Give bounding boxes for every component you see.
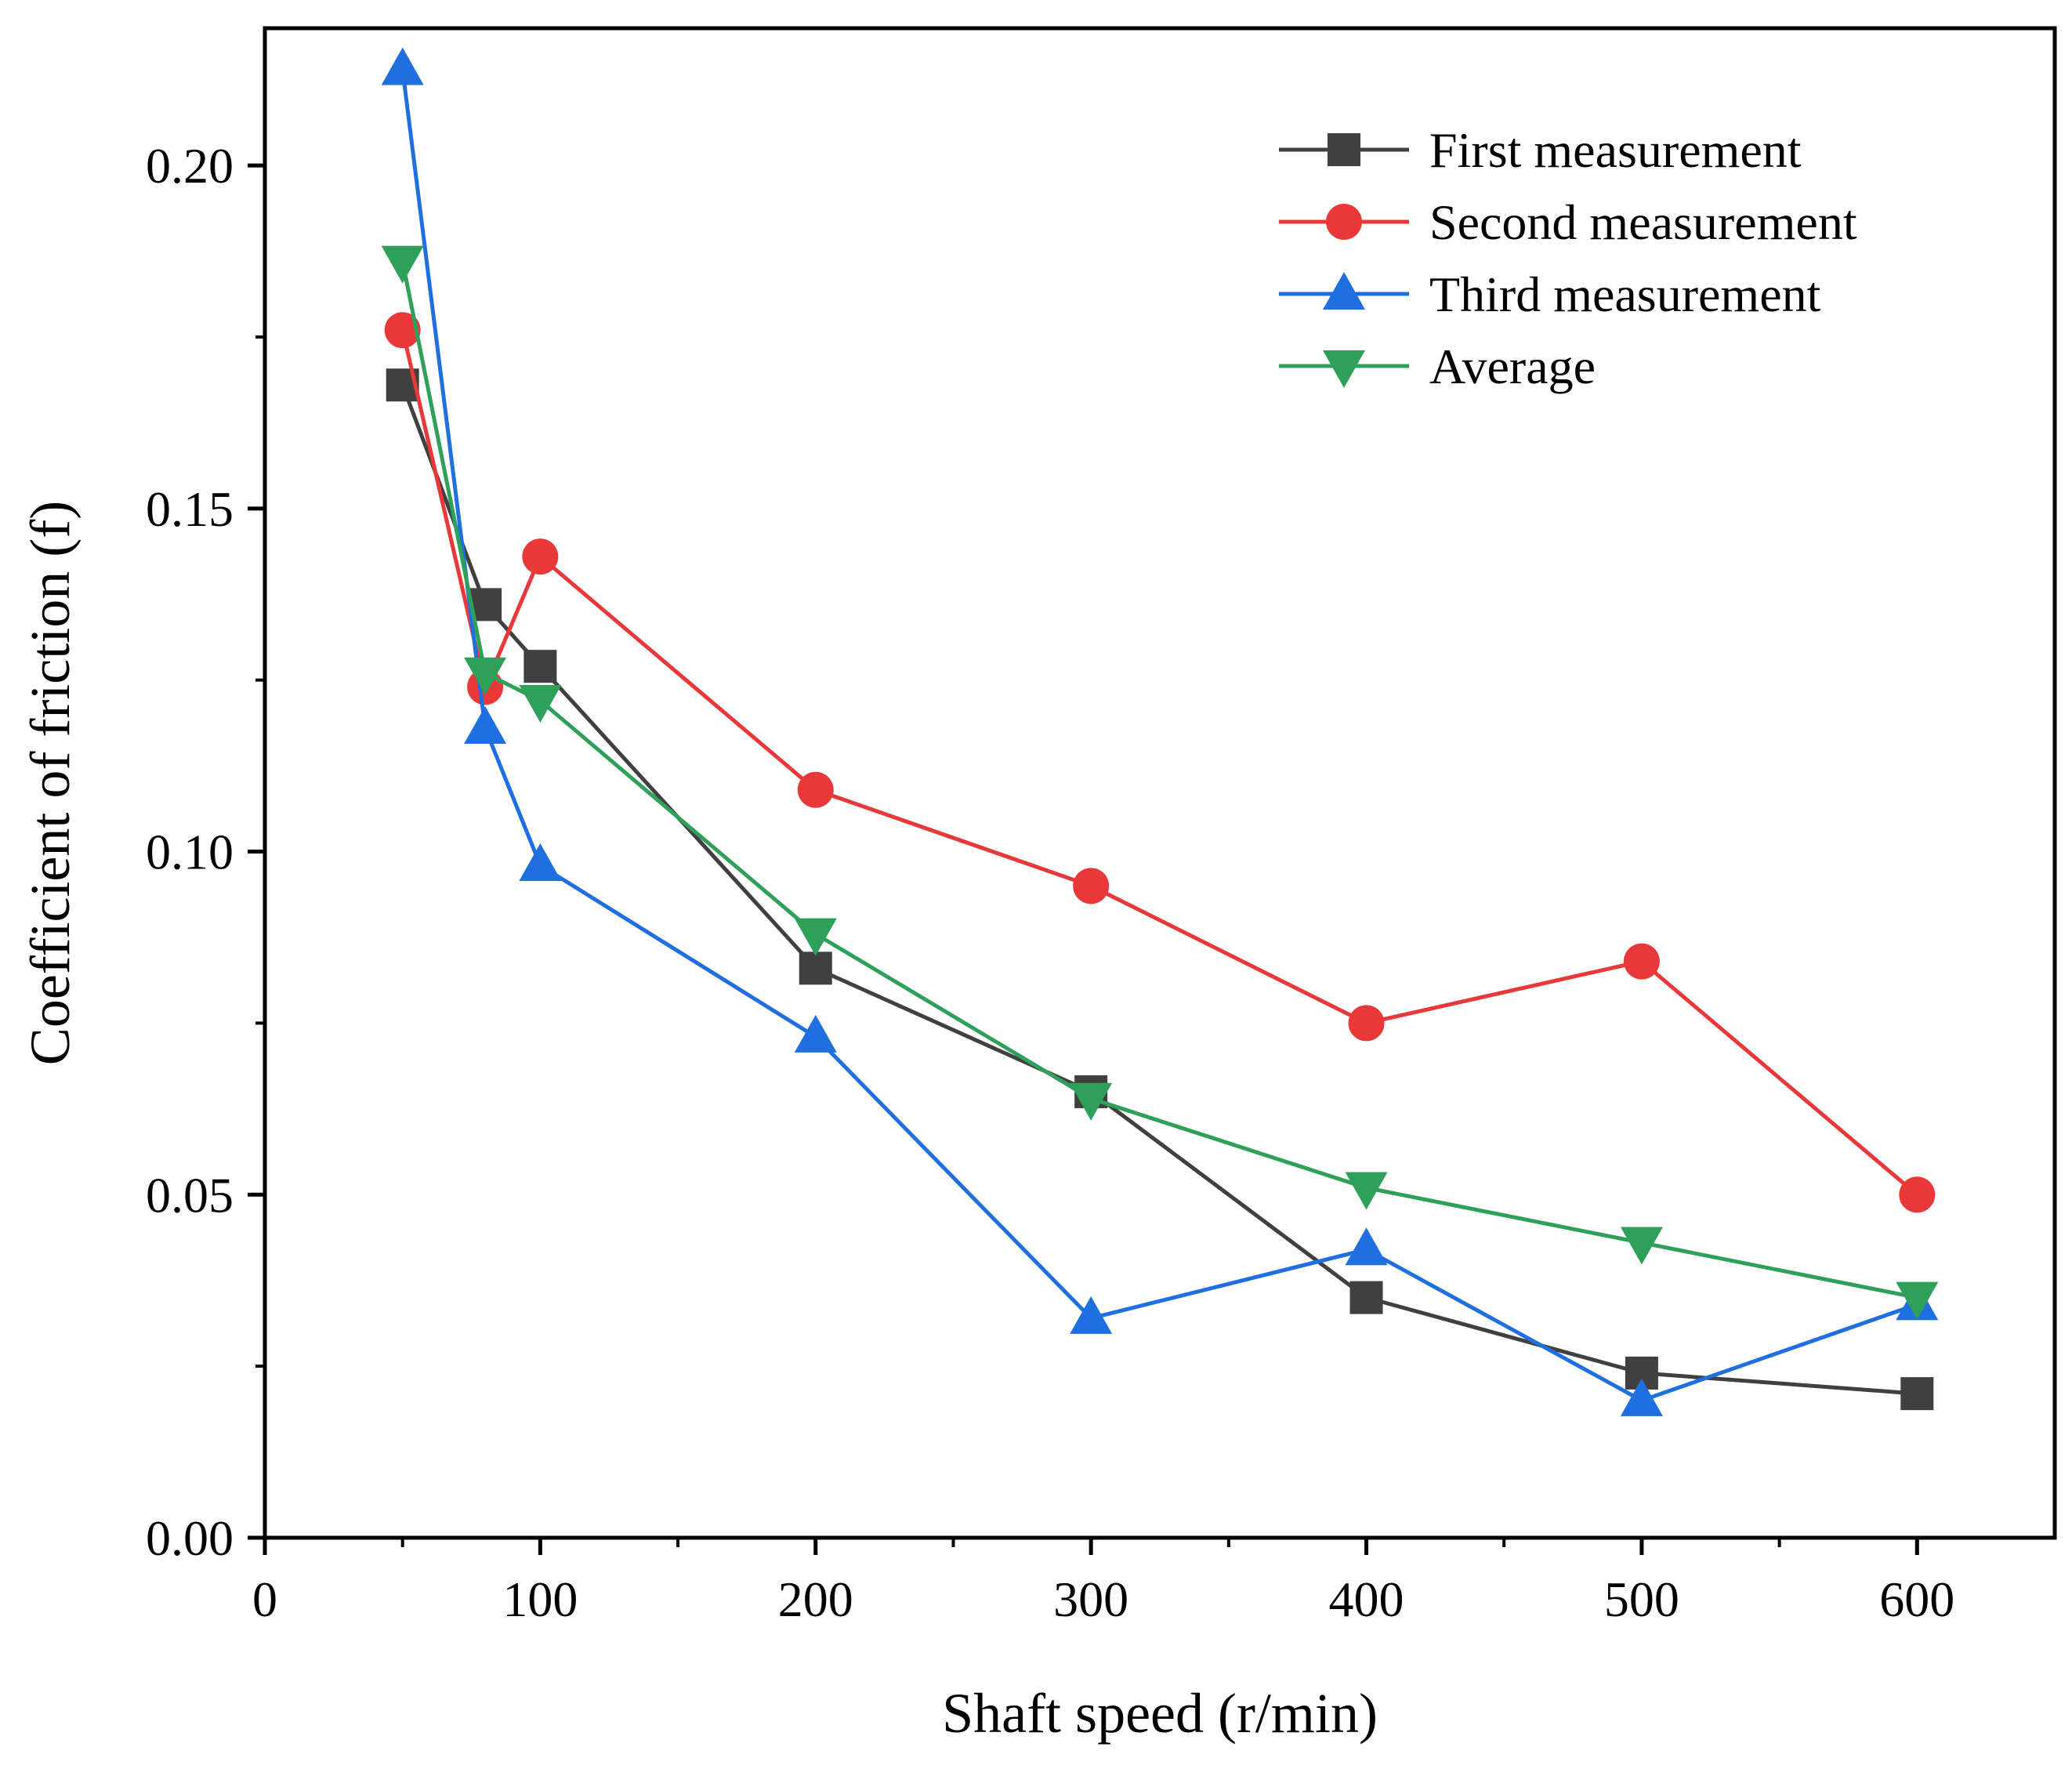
- data-point: [1899, 1176, 1936, 1213]
- x-tick-label: 300: [1053, 1571, 1128, 1627]
- series-3: [381, 47, 1939, 1416]
- data-point: [797, 771, 834, 808]
- series-2: [384, 312, 1936, 1213]
- data-point: [1070, 1082, 1113, 1121]
- y-tick-label: 0.05: [146, 1167, 234, 1223]
- legend-item: Third measurement: [1279, 266, 1821, 322]
- data-point: [1345, 1227, 1388, 1266]
- y-tick-label: 0.15: [146, 481, 234, 537]
- x-tick-label: 0: [252, 1571, 277, 1627]
- legend-marker: [1326, 204, 1362, 240]
- data-point: [799, 951, 832, 985]
- legend-label: First measurement: [1429, 122, 1802, 178]
- data-point: [1896, 1281, 1939, 1320]
- legend-label: Second measurement: [1429, 194, 1857, 250]
- data-point: [1348, 1005, 1385, 1042]
- data-point: [464, 657, 507, 695]
- x-tick-label: 400: [1329, 1571, 1404, 1627]
- data-point: [519, 843, 562, 882]
- data-point: [1900, 1377, 1934, 1411]
- series-4: [381, 245, 1939, 1320]
- data-point: [1070, 1296, 1113, 1334]
- legend-label: Average: [1429, 339, 1596, 394]
- legend-item: Second measurement: [1279, 194, 1857, 250]
- data-point: [384, 312, 421, 349]
- data-point: [519, 684, 562, 723]
- series-line: [400, 384, 1918, 1396]
- ticks-layer: 0 100 200 300 400 500 600 0.00 0.05 0.10 0.15 0.20: [146, 138, 1954, 1627]
- x-tick-label: 500: [1604, 1571, 1679, 1627]
- legend-marker: [1323, 272, 1365, 310]
- y-tick-label: 0.10: [146, 825, 234, 880]
- data-point: [523, 650, 557, 683]
- x-axis-title: Shaft speed (r/min): [942, 1682, 1378, 1745]
- data-point: [794, 918, 837, 956]
- legend-marker: [1328, 133, 1360, 166]
- legend-item: Average: [1279, 339, 1596, 394]
- data-point: [1620, 1378, 1663, 1416]
- data-point: [464, 705, 507, 744]
- plot-frame: [263, 26, 2057, 1540]
- series-line: [400, 69, 1918, 1403]
- legend: First measurement Second measurement Third…: [1279, 122, 1857, 394]
- legend-item: First measurement: [1279, 122, 1802, 178]
- data-point: [381, 245, 424, 284]
- x-tick-label: 200: [778, 1571, 853, 1627]
- data-point: [1345, 1172, 1388, 1210]
- y-tick-label: 0.20: [146, 138, 234, 194]
- data-point: [1620, 1227, 1663, 1265]
- y-axis-title: Coefficient of friction (f): [19, 501, 82, 1065]
- data-point: [1623, 943, 1660, 980]
- y-tick-label: 0.00: [146, 1510, 234, 1566]
- data-point: [1073, 868, 1110, 904]
- data-point: [522, 538, 559, 575]
- data-point: [381, 47, 424, 85]
- series-layer: [381, 47, 1939, 1416]
- x-tick-label: 100: [502, 1571, 578, 1627]
- data-point: [794, 1014, 837, 1053]
- legend-label: Third measurement: [1429, 266, 1821, 322]
- legend-marker: [1323, 350, 1365, 388]
- data-point: [1349, 1281, 1383, 1314]
- x-tick-label: 600: [1879, 1571, 1954, 1627]
